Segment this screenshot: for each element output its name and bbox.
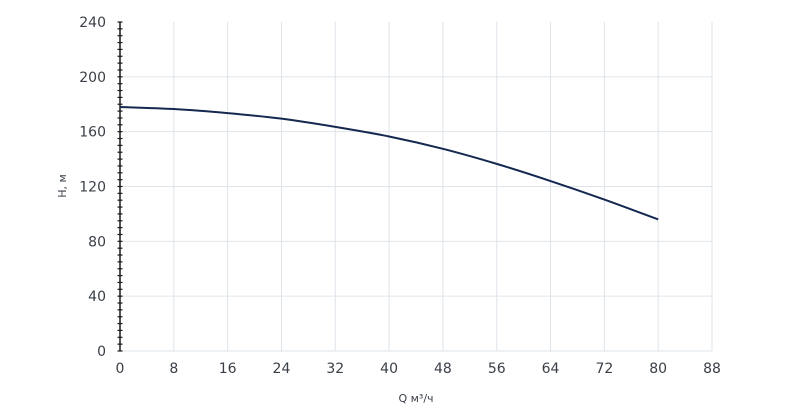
- x-axis-ticks: 0 8 16 24 32 40 48 56 64 72 80 88: [116, 361, 721, 377]
- x-tick-label: 56: [488, 361, 506, 377]
- x-tick-label: 88: [703, 361, 721, 377]
- y-tick-label: 120: [79, 180, 106, 196]
- x-tick-label: 48: [434, 361, 452, 377]
- x-tick-label: 72: [595, 361, 613, 377]
- x-tick-label: 32: [326, 361, 344, 377]
- y-tick-label: 40: [88, 289, 106, 305]
- series-line: [119, 105, 659, 221]
- y-tick-label: 240: [79, 15, 106, 31]
- grid: [120, 22, 713, 352]
- y-tick-label: 0: [97, 344, 106, 360]
- x-tick-label: 80: [649, 361, 667, 377]
- x-tick-label: 40: [380, 361, 398, 377]
- x-tick-label: 64: [542, 361, 560, 377]
- x-tick-label: 24: [273, 361, 291, 377]
- x-tick-label: 0: [116, 361, 125, 377]
- y-axis: [117, 21, 123, 352]
- y-axis-title: H, м: [56, 174, 69, 198]
- y-tick-label: 160: [79, 125, 106, 141]
- x-tick-label: 8: [169, 361, 178, 377]
- y-tick-label: 80: [88, 234, 106, 250]
- y-tick-label: 200: [79, 70, 106, 86]
- series-group: [119, 105, 659, 221]
- x-tick-label: 16: [219, 361, 237, 377]
- y-axis-ticks: 0 40 80 120 160 200 240: [79, 15, 106, 360]
- x-axis-title: Q м³/ч: [398, 392, 433, 405]
